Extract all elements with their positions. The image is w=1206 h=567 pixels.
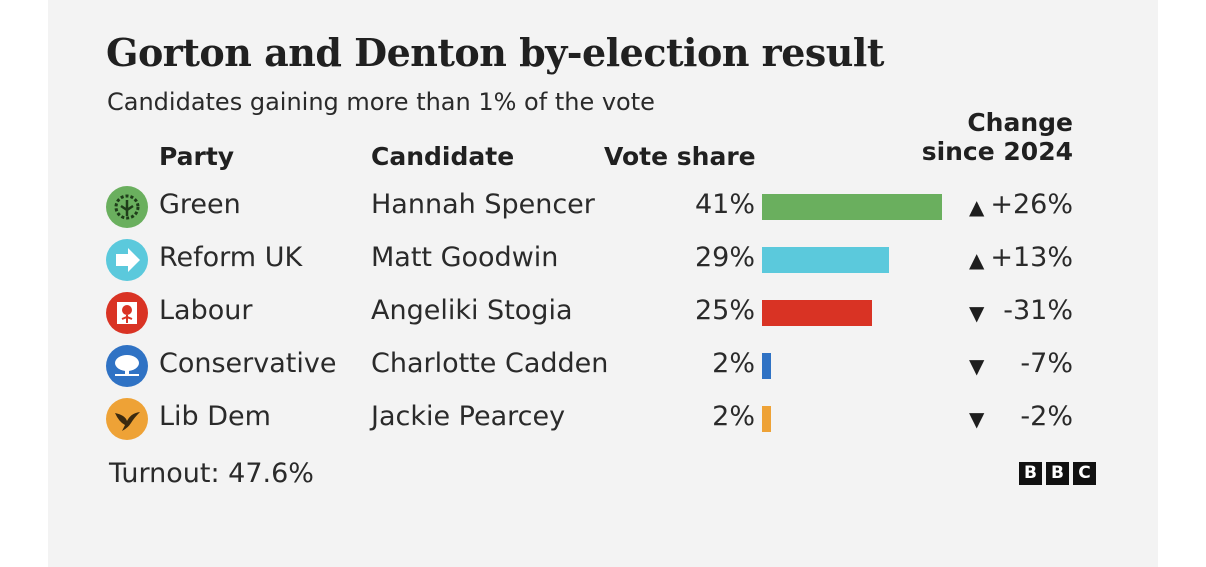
candidate-name: Hannah Spencer <box>371 189 595 220</box>
vote-share-bar <box>762 406 771 432</box>
vote-share-label: 25% <box>694 295 755 326</box>
party-name: Green <box>159 189 241 220</box>
triangle-down-icon: ▼ <box>969 407 985 431</box>
turnout-label: Turnout: 47.6% <box>109 458 314 489</box>
party-name: Reform UK <box>159 242 303 273</box>
header-change: Change since 2024 <box>922 108 1073 166</box>
bbc-logo-letter: C <box>1073 462 1096 485</box>
chart-subtitle: Candidates gaining more than 1% of the v… <box>107 88 655 116</box>
change-label: -2% <box>1020 401 1073 432</box>
green-party-logo-icon <box>106 186 148 228</box>
party-name: Lib Dem <box>159 401 271 432</box>
chart-title: Gorton and Denton by-election result <box>106 30 884 75</box>
vote-share-label: 2% <box>712 401 755 432</box>
header-candidate: Candidate <box>371 142 515 171</box>
triangle-down-icon: ▼ <box>969 301 985 325</box>
chart-card <box>48 0 1158 567</box>
libdem-bird-icon <box>106 398 148 440</box>
change-label: -31% <box>1003 295 1073 326</box>
vote-share-bar <box>762 300 872 326</box>
vote-share-bar <box>762 247 890 273</box>
vote-share-label: 29% <box>694 242 755 273</box>
change-label: +26% <box>990 189 1073 220</box>
triangle-up-icon: ▲ <box>969 195 985 219</box>
vote-share-label: 2% <box>712 348 755 379</box>
candidate-name: Angeliki Stogia <box>371 295 573 326</box>
triangle-up-icon: ▲ <box>969 248 985 272</box>
header-change-line2: since 2024 <box>921 137 1073 166</box>
bbc-logo-letter: B <box>1019 462 1042 485</box>
change-label: -7% <box>1020 348 1073 379</box>
party-name: Labour <box>159 295 253 326</box>
header-party: Party <box>159 142 235 171</box>
vote-share-label: 41% <box>694 189 755 220</box>
reform-arrow-icon <box>106 239 148 281</box>
vote-share-bar <box>762 194 942 220</box>
conservative-tree-icon <box>106 345 148 387</box>
vote-share-bar <box>762 353 771 379</box>
bbc-logo-letter: B <box>1046 462 1069 485</box>
labour-rose-icon <box>106 292 148 334</box>
candidate-name: Jackie Pearcey <box>371 401 566 432</box>
candidate-name: Matt Goodwin <box>371 242 559 273</box>
bbc-logo: B B C <box>1019 462 1096 485</box>
change-label: +13% <box>990 242 1073 273</box>
header-vote-share: Vote share <box>604 142 756 171</box>
party-name: Conservative <box>159 348 337 379</box>
triangle-down-icon: ▼ <box>969 354 985 378</box>
header-change-line1: Change <box>967 108 1073 137</box>
candidate-name: Charlotte Cadden <box>371 348 609 379</box>
